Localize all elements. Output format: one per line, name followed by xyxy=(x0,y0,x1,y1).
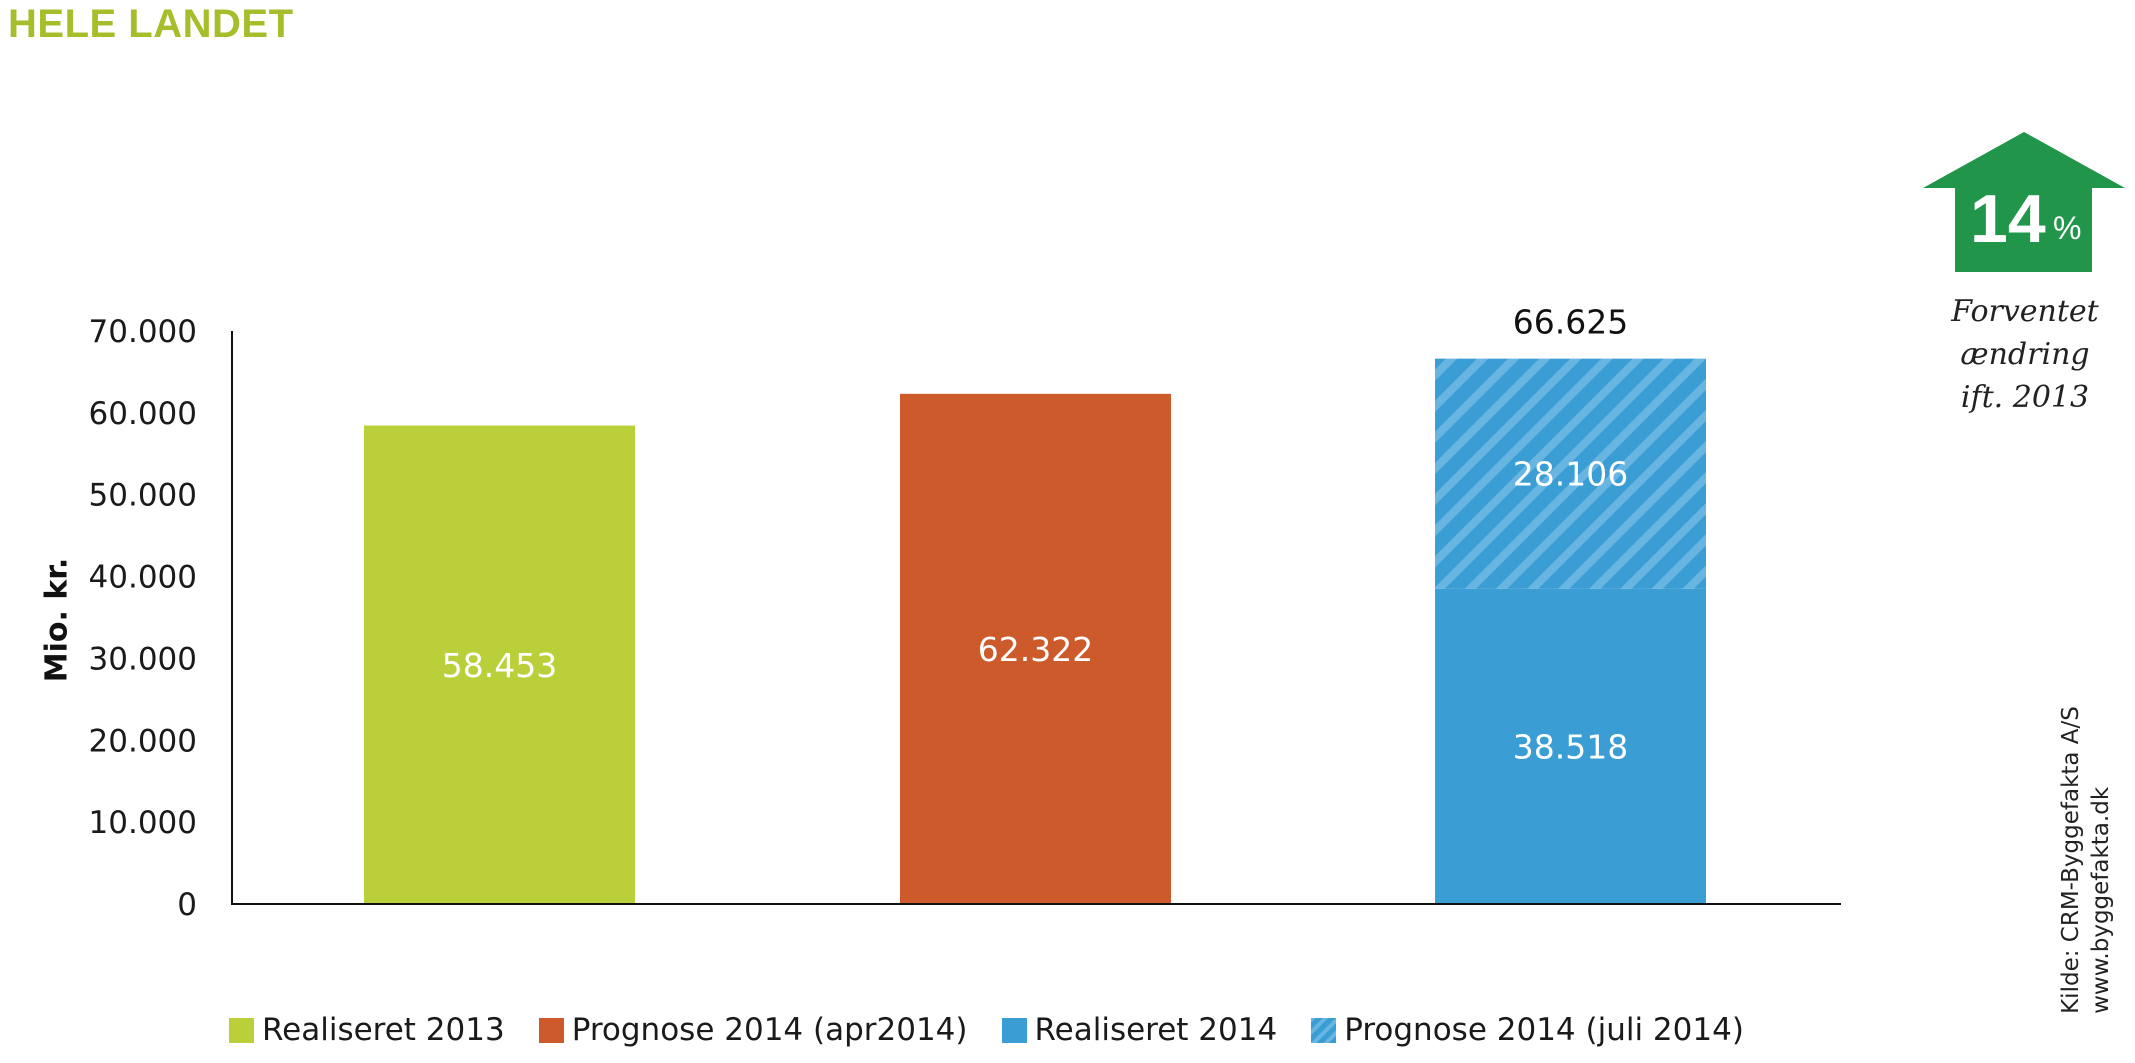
source-credit: Kilde: CRM-Byggefakta A/S www.byggefakta… xyxy=(2056,706,2116,1014)
legend-swatch xyxy=(1311,1017,1337,1043)
bar-segment xyxy=(364,425,635,904)
change-percent-value: 14 xyxy=(1970,181,2046,257)
y-tick-label: 0 xyxy=(177,887,197,923)
bar-value-label: 62.322 xyxy=(978,630,1093,669)
legend-label: Realiseret 2013 xyxy=(262,1012,505,1048)
legend-item: Realiseret 2013 xyxy=(229,1012,505,1048)
legend-swatch xyxy=(1001,1017,1027,1043)
source-url: www.byggefakta.dk xyxy=(2088,786,2114,1014)
bar-segment xyxy=(1435,588,1706,904)
bar-segment xyxy=(900,393,1171,904)
bar-segment xyxy=(1435,358,1706,589)
legend-swatch xyxy=(538,1017,564,1043)
note-line: ift. 2013 xyxy=(1960,380,2090,415)
legend-item: Prognose 2014 (apr2014) xyxy=(538,1012,968,1048)
y-tick-label: 30.000 xyxy=(89,641,197,677)
bar-total-label: 66.625 xyxy=(1513,303,1628,342)
bar-value-label: 38.518 xyxy=(1513,727,1628,766)
legend-label: Prognose 2014 (apr2014) xyxy=(571,1012,968,1048)
bar-value-label: 28.106 xyxy=(1513,455,1628,494)
change-percent-unit: % xyxy=(2053,210,2082,246)
change-note: Forventet ændring ift. 2013 xyxy=(1930,290,2120,419)
y-tick-label: 50.000 xyxy=(89,478,197,514)
note-line: ændring xyxy=(1960,337,2090,372)
y-tick-label: 60.000 xyxy=(89,396,197,432)
y-tick-label: 20.000 xyxy=(89,723,197,759)
chart-title: HELE LANDET xyxy=(8,2,294,46)
note-line: Forventet xyxy=(1951,294,2099,329)
legend-label: Realiseret 2014 xyxy=(1034,1012,1278,1048)
y-tick-label: 10.000 xyxy=(89,805,197,841)
legend-item: Prognose 2014 (juli 2014) xyxy=(1311,1012,1744,1048)
up-arrow-icon xyxy=(1923,132,2125,272)
source-line: Kilde: CRM-Byggefakta A/S xyxy=(2058,706,2084,1014)
y-tick-label: 40.000 xyxy=(89,560,197,596)
legend-swatch xyxy=(229,1017,254,1043)
y-axis-label: Mio. kr. xyxy=(39,557,75,683)
legend-item: Realiseret 2014 xyxy=(1001,1012,1278,1048)
legend-label: Prognose 2014 (juli 2014) xyxy=(1344,1012,1744,1048)
y-tick-label: 70.000 xyxy=(89,314,197,350)
bar-value-label: 58.453 xyxy=(442,646,557,685)
legend: Realiseret 2013 Prognose 2014 (apr2014) Re… xyxy=(229,1012,1778,1048)
